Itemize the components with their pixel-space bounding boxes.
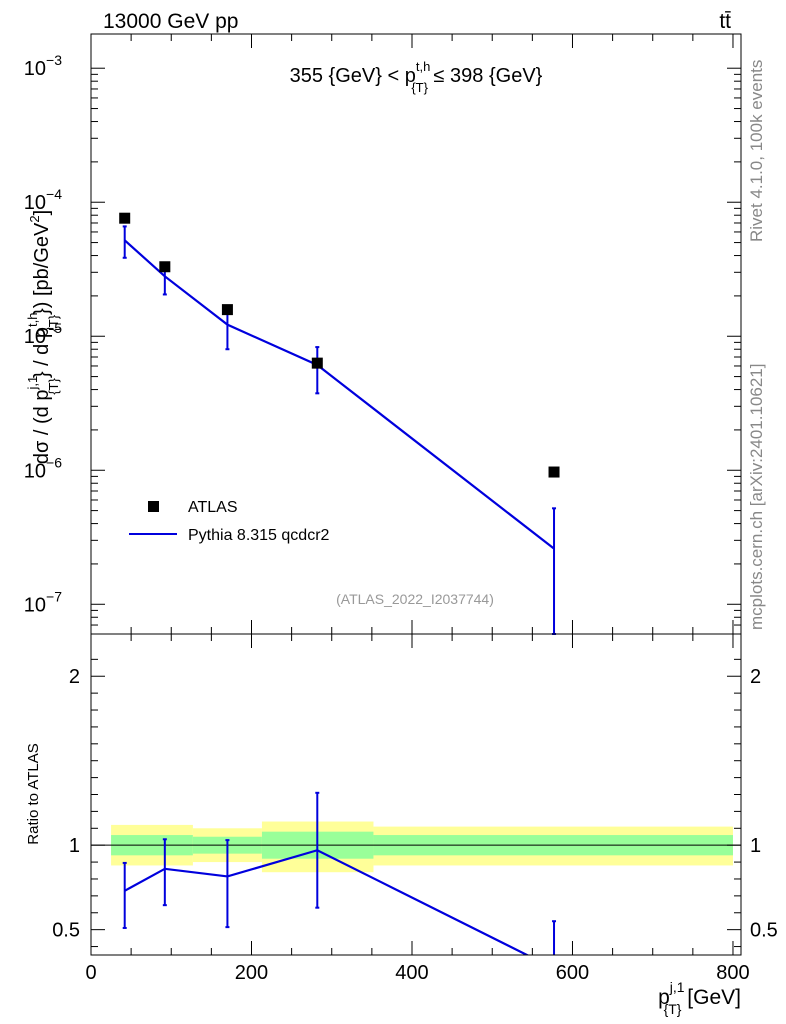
x-tick-label: 400 [395,962,428,984]
atlas-data-point [548,466,560,478]
ratio-panel: 0.5 0.5 1 1 2 2 0 200 400 600 800 Ratio to ATLAS p… [25,633,778,1017]
ratio-y-tick-label-right: 0.5 [750,920,778,942]
energy-label: 13000 GeV pp [103,10,238,33]
ratio-series-group [122,791,557,955]
analysis-watermark: (ATLAS_2022_I2037744) [336,591,494,607]
source-label: mcplots.cern.ch [arXiv:2401.10621] [747,364,766,630]
ratio-bands-layer [91,821,741,873]
main-y-tick-label: 10−3 [24,52,62,80]
title-sup: t,h [416,59,430,74]
x-tick-label: 800 [716,962,749,984]
legend-atlas-label: ATLAS [188,499,238,516]
main-y-tick-label: 10−5 [24,320,62,348]
atlas-data-point [159,261,171,273]
process-label: tt̄ [719,10,731,33]
main-y-ticks: 10−7 10−6 10−5 10−4 10−3 [24,34,741,635]
x-tick-label: 600 [556,962,589,984]
main-panel: 10−7 10−6 10−5 10−4 10−3 355 {GeV} < pt,h {T}… [24,33,742,635]
legend-pythia-label: Pythia 8.315 qcdcr2 [188,527,330,544]
ratio-y-tick-label: 1 [69,835,80,857]
ratio-frame [90,633,742,956]
main-y-axis-label: dσ / (d pj,1 {T}} / d pt,h {T}}) [pb/GeV2] [25,210,61,464]
atlas-data-point [311,357,323,369]
atlas-data-point [119,212,131,224]
pythia-line [123,239,555,550]
atlas-data-point [221,304,233,316]
legend-atlas-marker [148,501,159,512]
ratio-y-tick-label-right: 1 [750,835,761,857]
ratio-series-layer [122,791,557,955]
ratio-y-tick-label-right: 2 [750,666,761,688]
x-tick-label: 0 [85,962,96,984]
main-y-tick-label: 10−7 [24,588,62,616]
ratio-line [124,849,530,955]
ratio-y-tick-label: 2 [69,666,80,688]
main-y-tick-label: 10−6 [24,454,62,482]
legend: ATLAS Pythia 8.315 qcdcr2 [129,499,330,544]
main-frame [90,33,742,635]
x-tick-label: 200 [235,962,268,984]
title-post: ≤ 398 {GeV} [428,65,543,87]
ratio-y-axis-label: Ratio to ATLAS [25,743,42,844]
main-y-tick-label: 10−4 [24,186,62,214]
ratio-ticks: 0.5 0.5 1 1 2 2 0 200 400 600 800 [52,634,778,984]
x-axis-label: pj,1 {T} [GeV] [658,979,741,1017]
ratio-y-tick-label: 0.5 [52,920,80,942]
panel-title: 355 {GeV} < pt,h {T} ≤ 398 {GeV} [290,59,543,95]
title-pre: 355 {GeV} < p [290,65,416,87]
rivet-version-label: Rivet 4.1.0, 100k events [747,60,766,242]
title-sub: {T} [411,80,428,95]
main-series-layer [119,212,560,635]
